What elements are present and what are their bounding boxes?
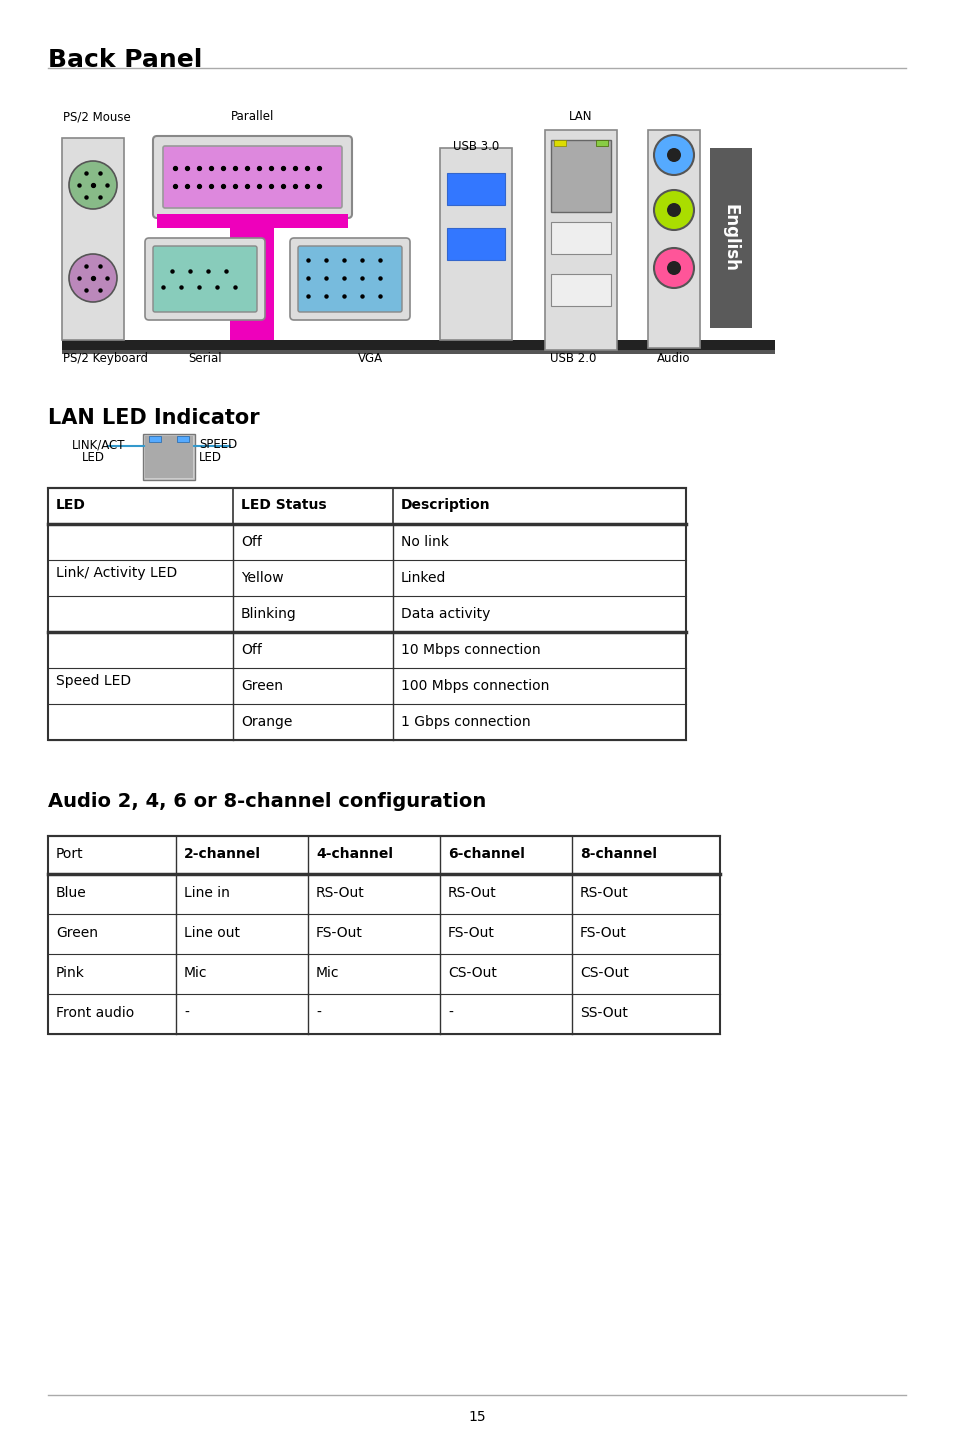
Text: Green: Green [56,926,98,940]
Text: FS-Out: FS-Out [579,926,626,940]
Text: Linked: Linked [400,571,446,585]
Text: 6-channel: 6-channel [448,847,524,861]
Text: PS/2 Keyboard: PS/2 Keyboard [63,352,148,365]
FancyBboxPatch shape [145,238,265,321]
Bar [544,130,617,351]
Text: Description: Description [400,498,490,512]
Text: 8-channel: 8-channel [579,847,657,861]
Bar [551,273,610,306]
Bar [145,436,193,478]
Circle shape [666,147,680,162]
FancyBboxPatch shape [290,238,410,321]
Text: 10 Mbps connection: 10 Mbps connection [400,643,540,657]
Text: LED: LED [56,498,86,512]
Circle shape [666,203,680,218]
Text: 15: 15 [468,1410,485,1424]
Text: Blinking: Blinking [241,607,296,621]
Bar [62,137,124,341]
Text: Off: Off [241,535,262,550]
Bar [231,228,274,341]
Text: Mic: Mic [315,966,339,980]
Text: Blue: Blue [56,886,87,900]
FancyBboxPatch shape [152,136,352,218]
Bar [143,434,194,479]
Text: -: - [448,1006,453,1020]
Text: Link/ Activity LED: Link/ Activity LED [56,567,177,580]
Bar [48,836,720,1035]
Text: 1 Gbps connection: 1 Gbps connection [400,716,530,728]
Circle shape [654,248,693,288]
FancyBboxPatch shape [163,146,341,207]
Text: Mic: Mic [184,966,208,980]
Text: Pink: Pink [56,966,85,980]
Circle shape [69,253,117,302]
Text: 4-channel: 4-channel [315,847,393,861]
Text: USB 3.0: USB 3.0 [453,140,498,153]
Bar [596,140,607,146]
Text: English: English [721,205,740,272]
Text: USB 2.0: USB 2.0 [549,352,596,365]
Text: RS-Out: RS-Out [448,886,497,900]
Bar [554,140,565,146]
FancyBboxPatch shape [152,246,256,312]
Text: Line out: Line out [184,926,240,940]
Text: Parallel: Parallel [231,110,274,123]
Text: Audio: Audio [657,352,690,365]
Text: Data activity: Data activity [400,607,490,621]
Text: SPEED: SPEED [199,438,237,451]
Text: FS-Out: FS-Out [315,926,362,940]
Text: Port: Port [56,847,84,861]
Text: Off: Off [241,643,262,657]
Bar [551,222,610,253]
Text: LAN: LAN [569,110,592,123]
Text: FS-Out: FS-Out [448,926,495,940]
Text: LAN LED Indicator: LAN LED Indicator [48,408,259,428]
Circle shape [666,260,680,275]
Text: Line in: Line in [184,886,230,900]
Text: -: - [184,1006,189,1020]
Text: 2-channel: 2-channel [184,847,261,861]
Text: RS-Out: RS-Out [579,886,628,900]
Bar [149,436,161,442]
Bar [551,140,610,212]
Bar [157,215,348,228]
Text: SS-Out: SS-Out [579,1006,627,1020]
Bar [647,130,700,348]
Text: LINK/ACT: LINK/ACT [71,438,126,451]
Text: RS-Out: RS-Out [315,886,364,900]
Text: CS-Out: CS-Out [579,966,628,980]
Text: Audio 2, 4, 6 or 8-channel configuration: Audio 2, 4, 6 or 8-channel configuration [48,791,486,811]
Text: Serial: Serial [188,352,222,365]
Text: CS-Out: CS-Out [448,966,497,980]
Text: Speed LED: Speed LED [56,674,131,688]
Text: No link: No link [400,535,449,550]
Text: VGA: VGA [357,352,382,365]
Circle shape [69,162,117,209]
Bar [177,436,189,442]
Text: Green: Green [241,678,283,693]
Bar [709,147,751,328]
Text: Front audio: Front audio [56,1006,134,1020]
Circle shape [654,135,693,175]
Text: Orange: Orange [241,716,292,728]
Bar [447,228,504,260]
Text: LED: LED [199,451,222,464]
Bar [62,341,774,351]
Text: -: - [315,1006,320,1020]
Bar [62,351,774,353]
Bar [48,488,685,740]
Bar [439,147,512,341]
Text: Yellow: Yellow [241,571,283,585]
Text: LED: LED [82,451,105,464]
Text: 100 Mbps connection: 100 Mbps connection [400,678,549,693]
Bar [447,173,504,205]
Text: PS/2 Mouse: PS/2 Mouse [63,110,131,123]
FancyBboxPatch shape [297,246,401,312]
Circle shape [654,190,693,230]
Text: LED Status: LED Status [241,498,326,512]
Text: Back Panel: Back Panel [48,49,202,72]
